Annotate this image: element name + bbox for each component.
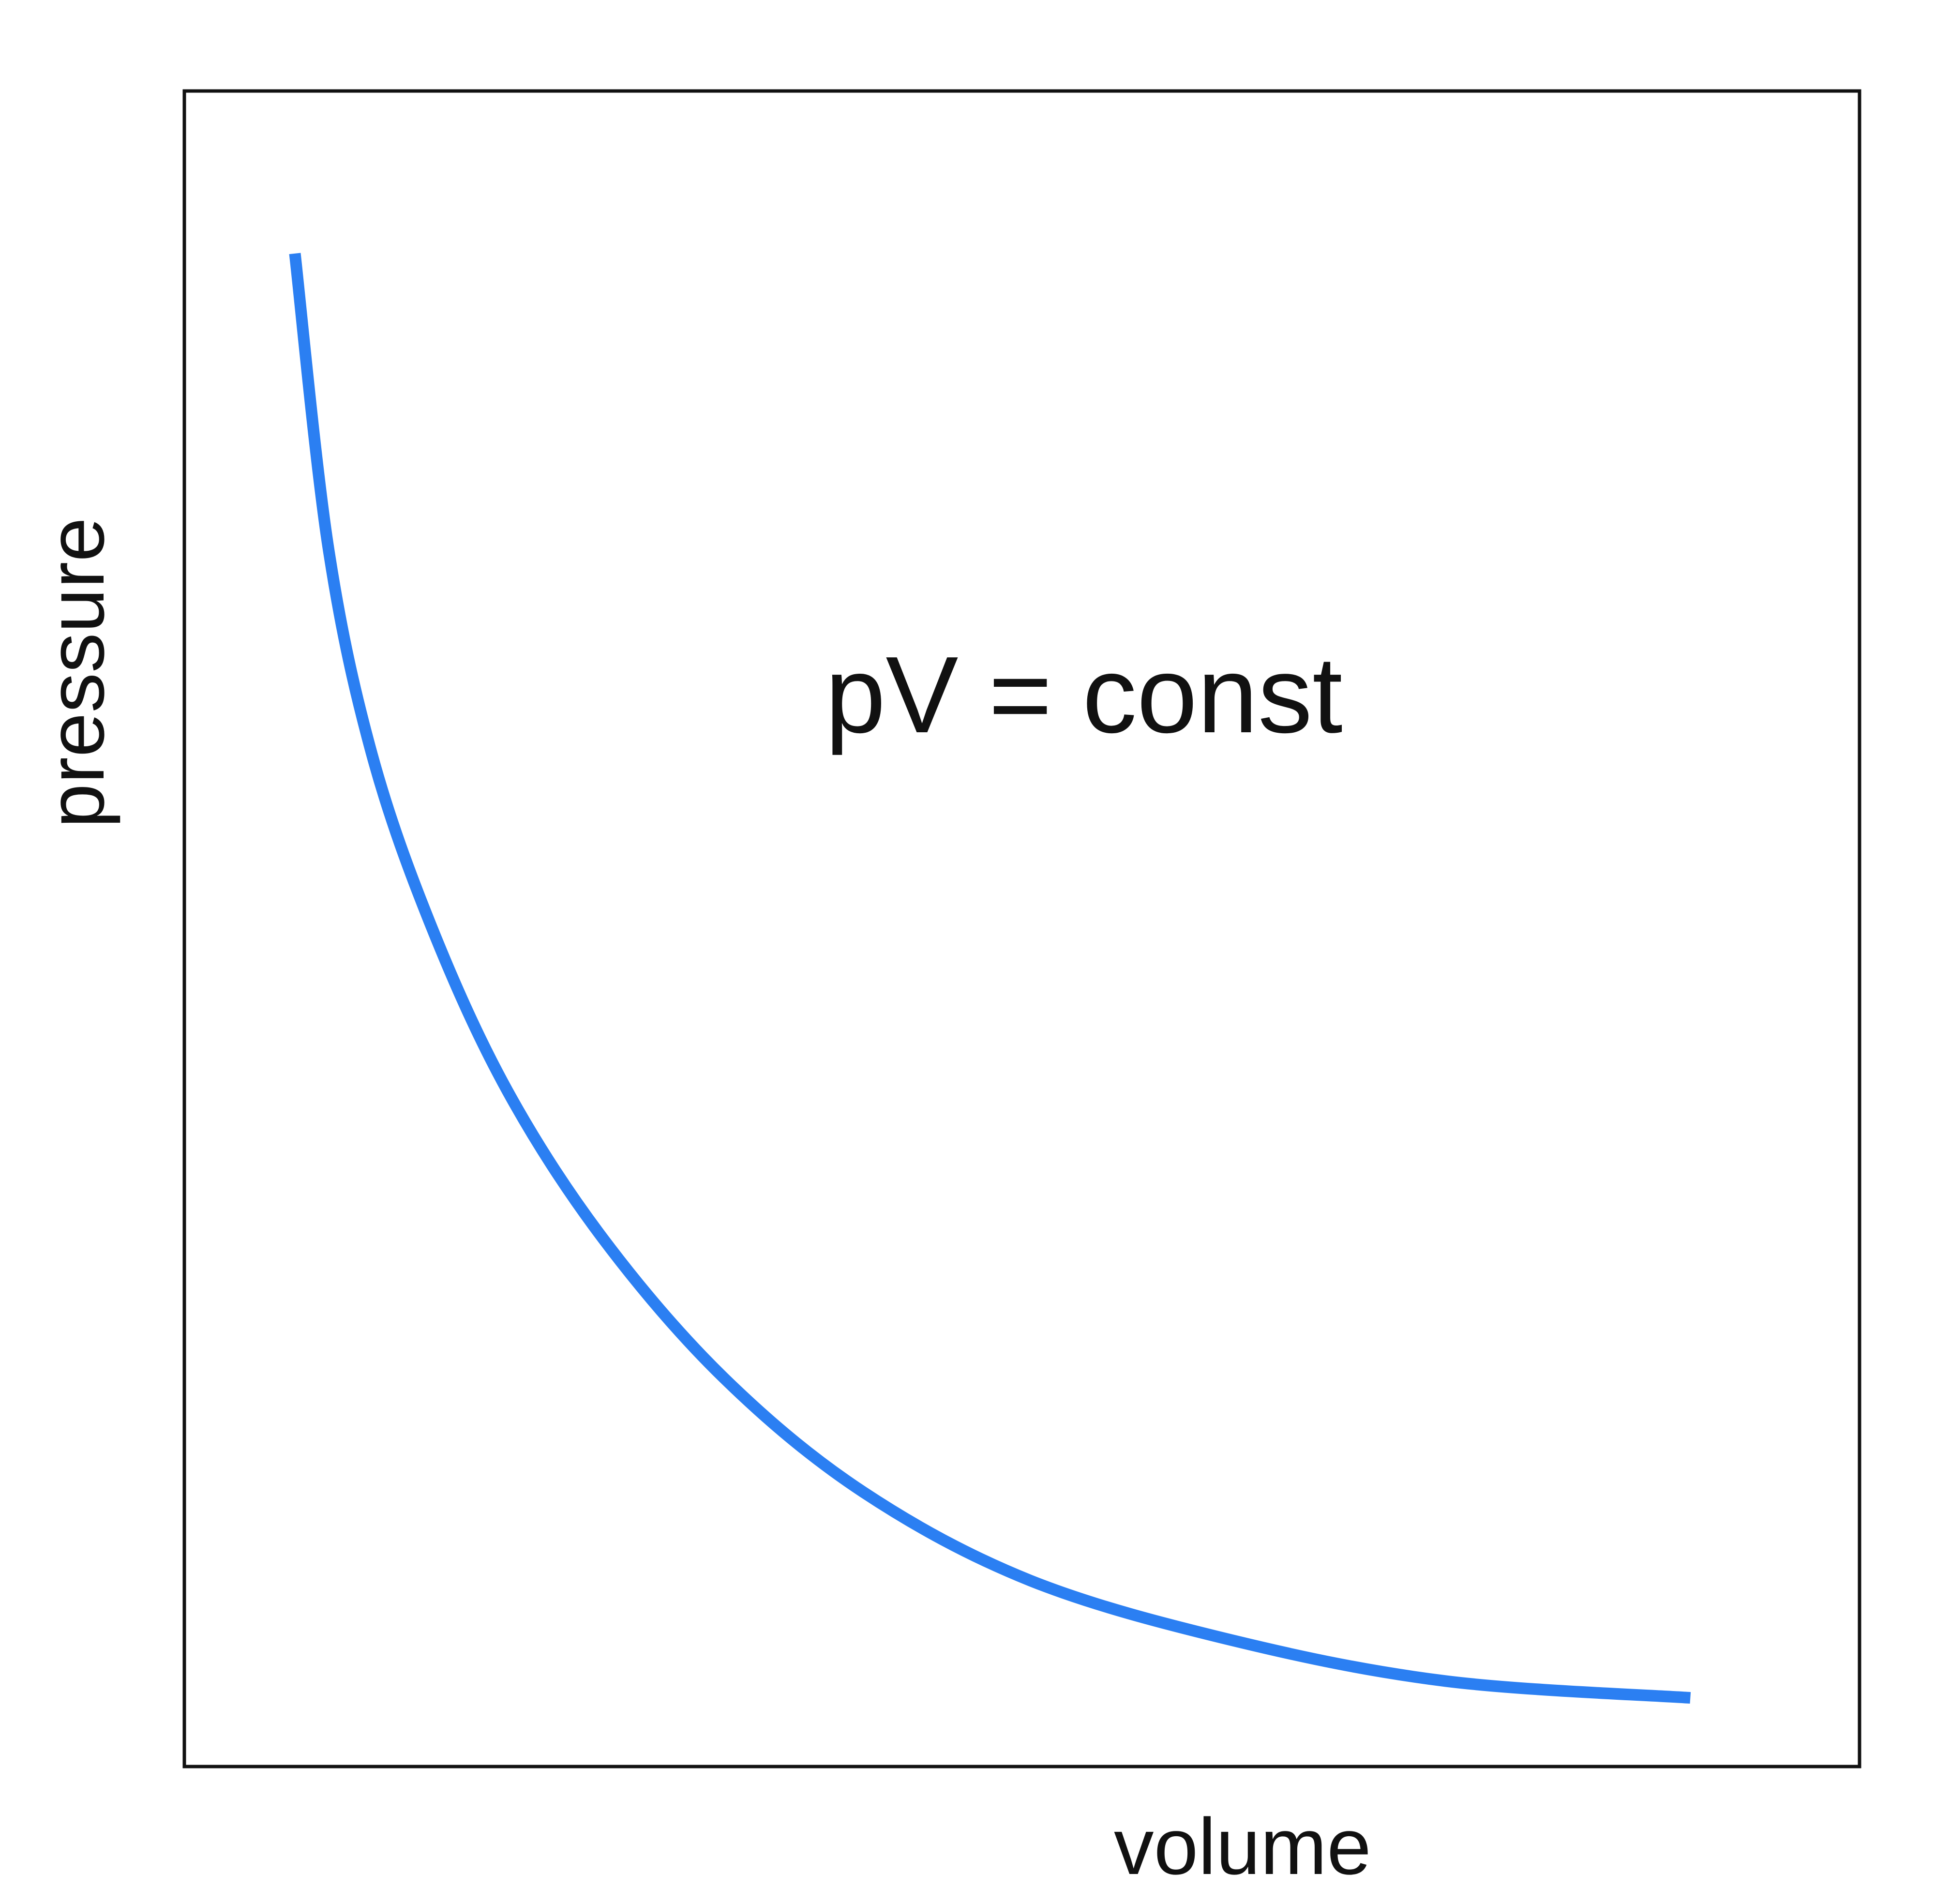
- pressure-volume-curve: [289, 253, 1691, 1704]
- plot-frame: [182, 89, 1861, 1768]
- y-axis-label: pressure: [31, 517, 120, 828]
- pv-annotation: pV = const: [825, 634, 1342, 756]
- x-axis-label: volume: [1114, 1802, 1371, 1891]
